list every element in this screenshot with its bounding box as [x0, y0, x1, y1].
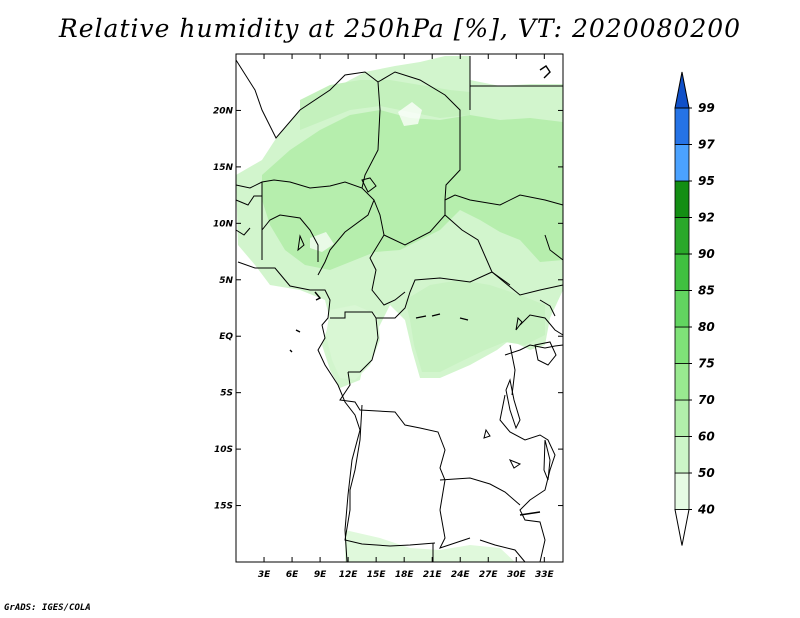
border-line — [376, 271, 493, 319]
border-line — [237, 261, 361, 563]
border-line — [383, 214, 511, 286]
colorbar-label: 80 — [698, 320, 715, 334]
colorbar-label: 50 — [698, 466, 715, 480]
border-line — [499, 394, 556, 563]
x-tick-label: 21E — [423, 570, 443, 580]
lake-mweru — [483, 428, 491, 439]
colorbar-swatch — [674, 217, 690, 255]
colorbar-label: 85 — [698, 284, 715, 298]
colorbar-swatch — [674, 144, 690, 182]
grads-credit: GrADS: IGES/COLA — [4, 603, 91, 613]
colorbar-swatch-low — [674, 509, 690, 546]
border-line — [469, 56, 563, 110]
lake-tanganyika — [505, 378, 521, 430]
colorbar-swatch — [674, 363, 690, 401]
island-mark — [289, 291, 322, 353]
border-line — [439, 477, 521, 549]
humidity-region-bottom — [345, 530, 515, 562]
colorbar-swatch — [674, 399, 690, 437]
humidity-field — [236, 56, 563, 562]
y-tick-label: 5S — [220, 389, 233, 399]
border-line — [504, 344, 564, 396]
colorbar-swatch-high — [674, 71, 690, 109]
humidity-region-congo — [405, 280, 545, 372]
humidity-dry-patch — [398, 102, 422, 126]
colorbar-label: 92 — [698, 211, 715, 225]
island-mark — [539, 65, 551, 79]
border-line — [444, 194, 564, 206]
border-line — [377, 71, 461, 215]
colorbar-label: 95 — [698, 174, 715, 188]
y-tick-label: 15S — [214, 502, 233, 512]
border-line — [369, 199, 406, 306]
river-mark — [459, 317, 469, 321]
lake-malawi — [543, 439, 551, 481]
x-tick-label: 15E — [367, 570, 387, 580]
y-tick-label: 5N — [219, 276, 233, 286]
x-tick-label: 3E — [258, 570, 271, 580]
lake-kariba — [508, 459, 522, 469]
colorbar-label: 97 — [698, 138, 715, 152]
x-tick-label: 6E — [286, 570, 299, 580]
river-mark — [519, 511, 541, 516]
x-tick-label: 27E — [479, 570, 499, 580]
colorbar-swatch — [674, 472, 690, 510]
colorbar-swatch — [674, 290, 690, 328]
colorbar-swatch — [674, 180, 690, 218]
x-axis: 3E 6E 9E 12E 15E 18E 21E 24E 27E 30E 33E — [258, 54, 555, 580]
y-axis: 20N 15N 10N 5N EQ 5S 10S 15S — [213, 106, 563, 512]
border-line — [432, 539, 526, 563]
border-line — [519, 299, 564, 336]
humidity-region-gabon — [326, 305, 380, 380]
border-line — [344, 404, 436, 547]
colorbar-label: 70 — [698, 393, 715, 407]
y-tick-label: EQ — [219, 332, 233, 342]
lake-volta — [297, 234, 305, 252]
lake-victoria — [534, 341, 557, 366]
x-tick-label: 18E — [395, 570, 415, 580]
humidity-region-core — [262, 110, 563, 270]
y-tick-label: 15N — [213, 163, 234, 173]
border-line — [235, 195, 262, 236]
colorbar: 40 50 60 70 75 80 85 90 92 95 97 99 — [674, 71, 715, 546]
y-tick-label: 10S — [214, 445, 233, 455]
colorbar-swatch — [674, 436, 690, 474]
border-line — [261, 182, 319, 262]
colorbar-swatch — [674, 253, 690, 291]
x-tick-label: 30E — [507, 570, 527, 580]
border-line — [235, 59, 381, 189]
border-line — [339, 371, 446, 511]
map-frame — [235, 53, 564, 563]
humidity-region-north — [300, 80, 470, 130]
colorbar-label: 99 — [698, 101, 715, 115]
lakes — [297, 177, 557, 481]
x-tick-label: 33E — [535, 570, 555, 580]
colorbar-label: 60 — [698, 430, 715, 444]
colorbar-label: 40 — [697, 503, 715, 517]
border-line — [491, 234, 564, 296]
y-tick-label: 10N — [213, 219, 234, 229]
colorbar-label: 75 — [698, 357, 715, 371]
lake-chad — [361, 177, 377, 193]
x-tick-label: 12E — [339, 570, 359, 580]
chart-title: Relative humidity at 250hPa [%], VT: 202… — [58, 14, 742, 43]
y-tick-label: 20N — [213, 106, 234, 116]
river-marks — [289, 65, 551, 516]
colorbar-swatch — [674, 326, 690, 364]
colorbar-swatch — [674, 107, 690, 145]
x-tick-label: 9E — [314, 570, 327, 580]
x-tick-label: 24E — [451, 570, 471, 580]
river-mark — [415, 313, 441, 319]
lake-albert — [515, 316, 523, 331]
humidity-dry-patch — [310, 232, 334, 252]
colorbar-label: 90 — [698, 247, 715, 261]
